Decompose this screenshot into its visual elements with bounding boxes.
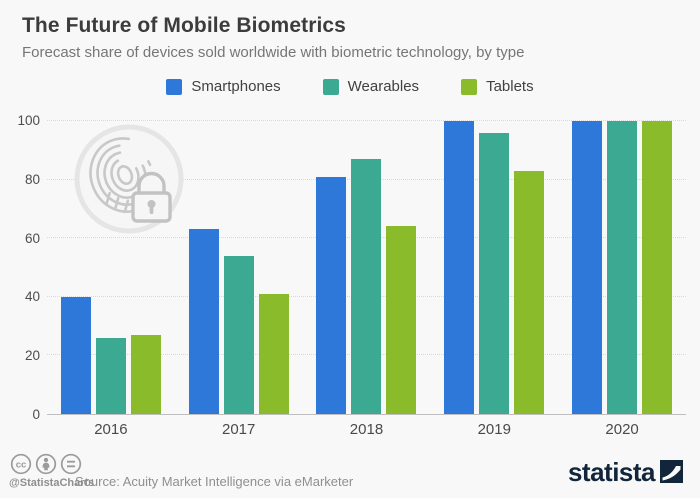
- bar-wearables-2019: [479, 132, 510, 414]
- legend: Smartphones Wearables Tablets: [0, 78, 700, 95]
- bar-groups: [47, 121, 686, 414]
- svg-text:cc: cc: [16, 460, 27, 471]
- attribution-icon: [35, 453, 57, 475]
- statista-wordmark: statista: [567, 456, 656, 487]
- legend-item-tablets: Tablets: [461, 78, 534, 95]
- bar-group-2016: [47, 121, 175, 414]
- lock-icon: [131, 171, 172, 223]
- bar-tablets-2018: [386, 226, 417, 414]
- bar-tablets-2017: [258, 293, 289, 414]
- bar-smartphones-2016: [60, 296, 91, 414]
- y-axis: 0 20 40 60 80 100: [0, 113, 40, 422]
- x-tick-label-2016: 2016: [94, 421, 128, 438]
- license-icons: cc: [10, 453, 82, 475]
- bar-tablets-2016: [130, 334, 161, 414]
- chart-title: The Future of Mobile Biometrics: [22, 14, 346, 37]
- source-text: Source: Acuity Market Intelligence via e…: [75, 474, 354, 489]
- legend-item-smartphones: Smartphones: [166, 78, 281, 95]
- equals-icon: [60, 453, 82, 475]
- bar-tablets-2020: [642, 121, 673, 414]
- legend-item-wearables: Wearables: [322, 78, 420, 95]
- legend-label-wearables: Wearables: [347, 78, 420, 95]
- x-tick-label-2017: 2017: [222, 421, 256, 438]
- x-tick-label-2018: 2018: [349, 421, 384, 438]
- bar-smartphones-2017: [188, 229, 219, 414]
- legend-label-tablets: Tablets: [486, 78, 534, 95]
- statista-charts-handle: @StatistaCharts: [9, 477, 95, 489]
- plot-area: [47, 120, 686, 415]
- x-tick-label-2020: 2020: [605, 421, 639, 438]
- y-tick-label-0: 0: [32, 407, 40, 422]
- y-tick-label-100: 100: [17, 113, 40, 128]
- y-tick-label-40: 40: [24, 289, 40, 305]
- fingerprint-lock-watermark: [74, 124, 184, 234]
- x-tick-label-2019: 2019: [477, 421, 511, 438]
- bar-smartphones-2020: [572, 121, 603, 414]
- bar-tablets-2019: [514, 170, 545, 414]
- bar-smartphones-2018: [316, 176, 347, 414]
- x-axis: 2016 2017 2018 2019 2020: [47, 421, 686, 438]
- y-tick-label-60: 60: [24, 230, 40, 246]
- bar-wearables-2016: [95, 337, 126, 414]
- bar-group-2019: [430, 121, 558, 414]
- y-tick-label-20: 20: [24, 348, 40, 364]
- bar-wearables-2017: [223, 255, 254, 414]
- legend-swatch-smartphones: [166, 78, 183, 95]
- bar-smartphones-2019: [444, 121, 475, 414]
- chart-subtitle: Forecast share of devices sold worldwide…: [22, 44, 525, 61]
- bar-wearables-2018: [351, 159, 382, 414]
- cc-icon: cc: [10, 453, 32, 475]
- statista-logo: statista: [567, 456, 683, 487]
- bar-wearables-2020: [607, 121, 638, 414]
- legend-swatch-tablets: [461, 78, 478, 95]
- bar-group-2017: [175, 121, 303, 414]
- bar-group-2018: [303, 121, 431, 414]
- bar-group-2020: [558, 121, 686, 414]
- legend-label-smartphones: Smartphones: [191, 78, 281, 95]
- statista-logo-mark: [660, 460, 683, 483]
- gridline-100: [47, 120, 686, 121]
- legend-swatch-wearables: [322, 78, 339, 95]
- y-tick-label-80: 80: [24, 171, 40, 187]
